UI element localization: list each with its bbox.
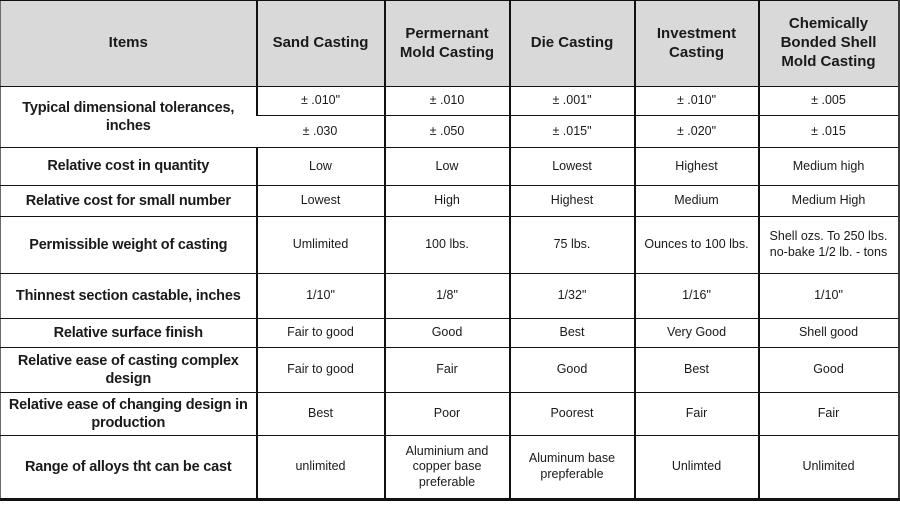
table-cell: ± .005: [757, 86, 899, 116]
table-row-surface-finish: Relative surface finish Fair to good Goo…: [0, 318, 899, 348]
table-cell: Fair: [757, 392, 899, 436]
table-cell: Aluminum base prepferable: [508, 435, 635, 500]
header-cell-sand-casting: Sand Casting: [255, 0, 385, 87]
table-cell: Lowest: [508, 147, 635, 186]
row-label-changing-design: Relative ease of changing design in prod…: [0, 392, 257, 436]
table-cell: Unlimited: [757, 435, 899, 500]
table-cell: ± .030: [256, 115, 385, 148]
row-label-alloy-range: Range of alloys tht can be cast: [0, 435, 257, 500]
row-label-complex-design: Relative ease of casting complex design: [0, 347, 257, 393]
table-cell: Fair: [633, 392, 759, 436]
table-cell: ± .010": [255, 86, 385, 116]
table-row-alloy-range: Range of alloys tht can be cast unlimite…: [0, 435, 899, 500]
table-cell: High: [383, 185, 510, 217]
table-cell: Medium High: [757, 185, 899, 217]
row-label-cost-small-number: Relative cost for small number: [0, 185, 257, 217]
table-cell: Highest: [633, 147, 759, 186]
table-cell: Good: [757, 347, 899, 393]
table-cell: Fair: [383, 347, 510, 393]
table-cell: Umlimited: [255, 216, 385, 274]
table-row-changing-design: Relative ease of changing design in prod…: [0, 392, 899, 436]
table-cell: Aluminium and copper base preferable: [383, 435, 510, 500]
table-cell: Best: [633, 347, 759, 393]
table-cell: ± .010": [633, 86, 759, 116]
header-cell-shell-mold-casting: Chemically Bonded Shell Mold Casting: [757, 0, 899, 87]
table-cell: Shell ozs. To 250 lbs. no-bake 1/2 lb. -…: [757, 216, 899, 274]
table-row-tolerances-1: Typical dimensional tolerances, inches ±…: [0, 86, 899, 148]
row-label-cost-in-quantity: Relative cost in quantity: [0, 147, 257, 186]
table-cell: Best: [508, 318, 635, 348]
casting-comparison-table: Items Sand Casting Permernant Mold Casti…: [0, 0, 900, 501]
header-cell-items: Items: [0, 0, 257, 87]
header-cell-permanent-mold-casting: Permernant Mold Casting: [383, 0, 510, 87]
table-cell: 1/8": [383, 273, 510, 319]
table-cell: 75 lbs.: [508, 216, 635, 274]
table-row-thinnest-section: Thinnest section castable, inches 1/10" …: [0, 273, 899, 319]
table-body: Typical dimensional tolerances, inches ±…: [0, 86, 899, 500]
table-cell: Fair to good: [255, 318, 385, 348]
row-label-thinnest-section: Thinnest section castable, inches: [0, 273, 257, 319]
table-cell: Medium high: [757, 147, 899, 186]
row-label-permissible-weight: Permissible weight of casting: [0, 216, 257, 274]
table-cell: Low: [383, 147, 510, 186]
table-cell: 1/32": [508, 273, 635, 319]
table-cell: Good: [383, 318, 510, 348]
table-cell: ± .050: [383, 115, 510, 148]
table-cell: 1/16": [633, 273, 759, 319]
table-row-cost-small-number: Relative cost for small number Lowest Hi…: [0, 185, 899, 217]
table-cell: Unlimted: [633, 435, 759, 500]
table-row-cost-in-quantity: Relative cost in quantity Low Low Lowest…: [0, 147, 899, 186]
table-cell: Ounces to 100 lbs.: [633, 216, 759, 274]
table-row-permissible-weight: Permissible weight of casting Umlimited …: [0, 216, 899, 274]
table-cell: Medium: [633, 185, 759, 217]
table-cell: Lowest: [255, 185, 385, 217]
table-cell: 1/10": [255, 273, 385, 319]
table-cell: Poor: [383, 392, 510, 436]
table-cell: Best: [255, 392, 385, 436]
table-cell: ± .015: [757, 115, 899, 148]
row-label-tolerances: Typical dimensional tolerances, inches: [0, 86, 257, 148]
table-cell: ± .020": [633, 115, 759, 148]
table-cell: Highest: [508, 185, 635, 217]
table-cell: 1/10": [757, 273, 899, 319]
table-cell: unlimited: [255, 435, 385, 500]
table-cell: ± .015": [508, 115, 635, 148]
table-cell: ± .001": [508, 86, 635, 116]
table-header: Items Sand Casting Permernant Mold Casti…: [0, 0, 899, 87]
table-cell: 100 lbs.: [383, 216, 510, 274]
table-cell: Poorest: [508, 392, 635, 436]
table-cell: ± .010: [383, 86, 510, 116]
header-row: Items Sand Casting Permernant Mold Casti…: [0, 0, 899, 87]
table-cell: Fair to good: [255, 347, 385, 393]
table-cell: Very Good: [633, 318, 759, 348]
header-cell-investment-casting: Investment Casting: [633, 0, 759, 87]
table-row-complex-design: Relative ease of casting complex design …: [0, 347, 899, 393]
table-cell: Shell good: [757, 318, 899, 348]
row-label-surface-finish: Relative surface finish: [0, 318, 257, 348]
table-cell: Good: [508, 347, 635, 393]
table-cell: Low: [255, 147, 385, 186]
header-cell-die-casting: Die Casting: [508, 0, 635, 87]
